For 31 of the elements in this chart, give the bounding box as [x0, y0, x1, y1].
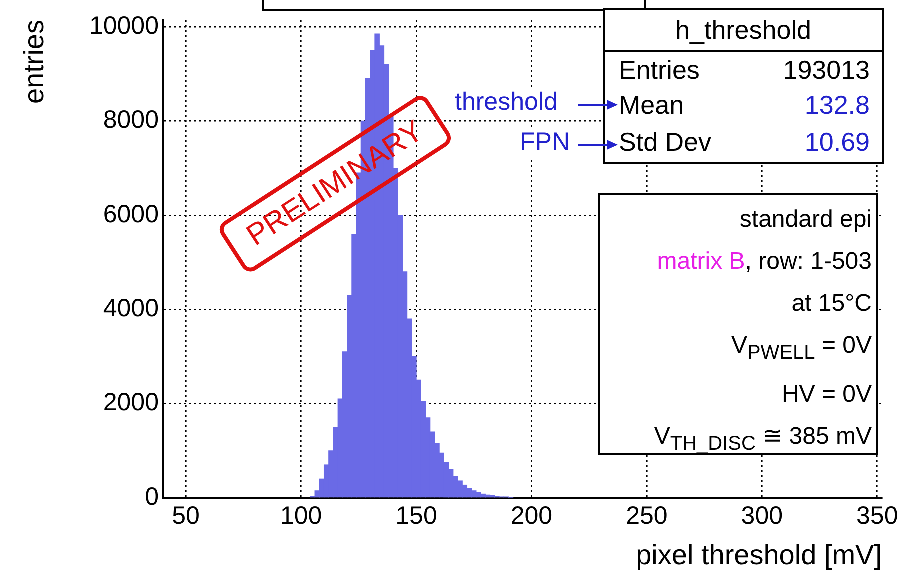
y-tick-label: 6000	[103, 200, 159, 228]
x-axis-title: pixel threshold [mV]	[636, 540, 882, 571]
annotation: threshold	[455, 88, 558, 117]
annotation: HV = 0V	[780, 380, 872, 410]
x-tick-label: 150	[396, 502, 438, 530]
annotation: 132.8	[804, 90, 870, 121]
annotation: Mean	[619, 90, 684, 121]
x-tick-label: 300	[741, 502, 784, 530]
y-tick-label: 2000	[103, 388, 159, 417]
x-tick-label: 50	[172, 502, 200, 530]
x-tick-label: 250	[626, 502, 668, 530]
annotation: V$_{PWELL}$ = 0V	[730, 331, 872, 366]
y-axis-title: entries	[18, 20, 50, 104]
y-tick-label: 0	[145, 482, 159, 511]
annotation: matrix B	[657, 248, 746, 275]
annotation: h_threshold	[605, 10, 882, 52]
y-tick-label: 10000	[89, 12, 159, 40]
annotation: 10.69	[804, 127, 870, 158]
x-tick-label: 350	[856, 502, 898, 530]
x-tick-label: 200	[510, 502, 553, 530]
annotation: at 15°C	[790, 289, 872, 319]
annotation: FPN	[520, 128, 570, 157]
annotation: V$_{TH_DISC}$ ≅ 385 mV	[653, 422, 872, 457]
y-tick-label: 4000	[103, 294, 159, 323]
annotation: 193013	[783, 55, 870, 86]
y-tick-label: 8000	[103, 106, 159, 134]
annotation: Entries	[619, 55, 700, 86]
annotation: standard epi	[738, 205, 872, 235]
x-tick-label: 100	[280, 502, 322, 530]
annotation: , row: 1-503	[745, 248, 872, 275]
annotation: Std Dev	[619, 127, 712, 158]
